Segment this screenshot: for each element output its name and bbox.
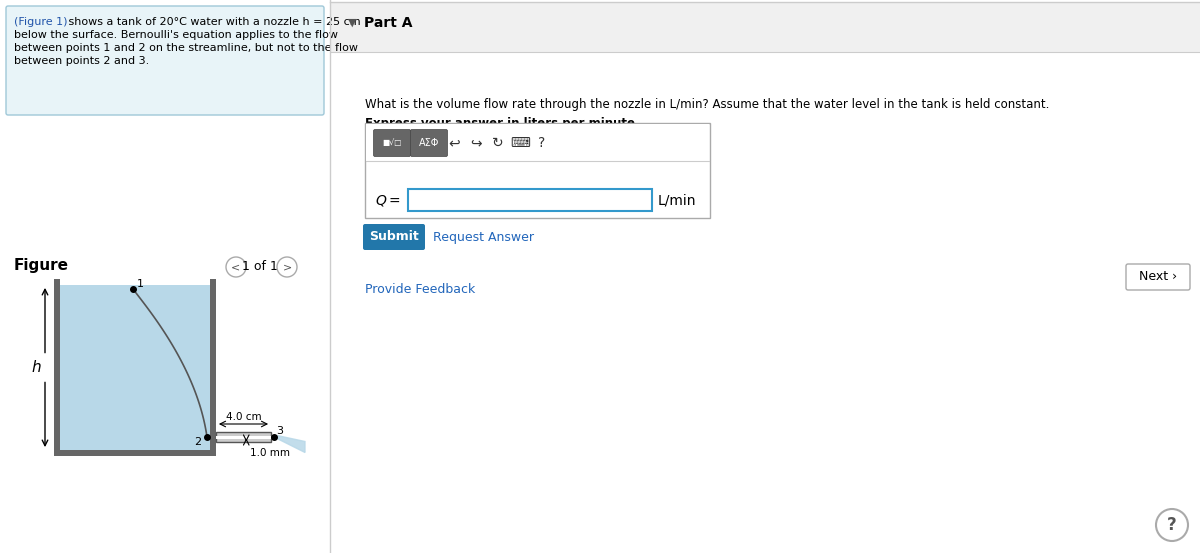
FancyBboxPatch shape (6, 6, 324, 115)
Text: Submit: Submit (370, 231, 419, 243)
Text: (Figure 1): (Figure 1) (14, 17, 67, 27)
Text: What is the volume flow rate through the nozzle in L/min? Assume that the water : What is the volume flow rate through the… (365, 98, 1049, 111)
Circle shape (1156, 509, 1188, 541)
Text: ▼: ▼ (348, 18, 356, 28)
Text: shows a tank of 20°C water with a nozzle h = 25 cm: shows a tank of 20°C water with a nozzle… (65, 17, 361, 27)
Text: ↻: ↻ (492, 136, 504, 150)
Text: ΑΣΦ: ΑΣΦ (419, 138, 439, 148)
Text: L/min: L/min (658, 193, 696, 207)
Bar (210, 279, 216, 450)
Text: 1.0 mm: 1.0 mm (251, 448, 290, 458)
Text: ■√□: ■√□ (383, 138, 402, 148)
FancyBboxPatch shape (410, 129, 448, 156)
Circle shape (226, 257, 246, 277)
Text: $h$: $h$ (31, 359, 41, 375)
Bar (216, 436, 271, 439)
Text: Request Answer: Request Answer (433, 231, 534, 243)
Text: ?: ? (1168, 516, 1177, 534)
Bar (365, 123, 710, 218)
Text: below the surface. Bernoulli's equation applies to the flow: below the surface. Bernoulli's equation … (14, 30, 338, 40)
Text: Next ›: Next › (1139, 270, 1177, 284)
Text: ⌨: ⌨ (510, 136, 530, 150)
Bar (366, 124, 709, 161)
Text: Figure: Figure (14, 258, 70, 273)
Text: between points 2 and 3.: between points 2 and 3. (14, 56, 149, 66)
Bar (330, 2, 1200, 52)
Text: 3: 3 (276, 426, 283, 436)
FancyBboxPatch shape (373, 129, 410, 156)
Text: ↩: ↩ (448, 136, 460, 150)
Text: >: > (282, 262, 292, 272)
Bar (54, 450, 216, 456)
Text: ?: ? (539, 136, 546, 150)
Text: 1: 1 (137, 279, 144, 289)
Text: $Q =$: $Q =$ (374, 192, 401, 207)
Text: 2: 2 (194, 437, 202, 447)
FancyBboxPatch shape (364, 224, 425, 250)
Bar (408, 189, 652, 211)
FancyBboxPatch shape (1126, 264, 1190, 290)
Text: 4.0 cm: 4.0 cm (226, 412, 262, 422)
Text: Part A: Part A (364, 16, 413, 30)
Bar (60, 285, 210, 450)
Text: Provide Feedback: Provide Feedback (365, 283, 475, 296)
Text: ↪: ↪ (470, 136, 482, 150)
Text: 1 of 1: 1 of 1 (242, 260, 278, 274)
Bar (0, 0, 330, 553)
Text: Express your answer in liters per minute.: Express your answer in liters per minute… (365, 117, 640, 130)
Bar (54, 279, 60, 450)
Text: <: < (232, 262, 241, 272)
Circle shape (277, 257, 298, 277)
Bar (216, 432, 271, 442)
Polygon shape (277, 436, 305, 452)
Text: between points 1 and 2 on the streamline, but not to the flow: between points 1 and 2 on the streamline… (14, 43, 358, 53)
